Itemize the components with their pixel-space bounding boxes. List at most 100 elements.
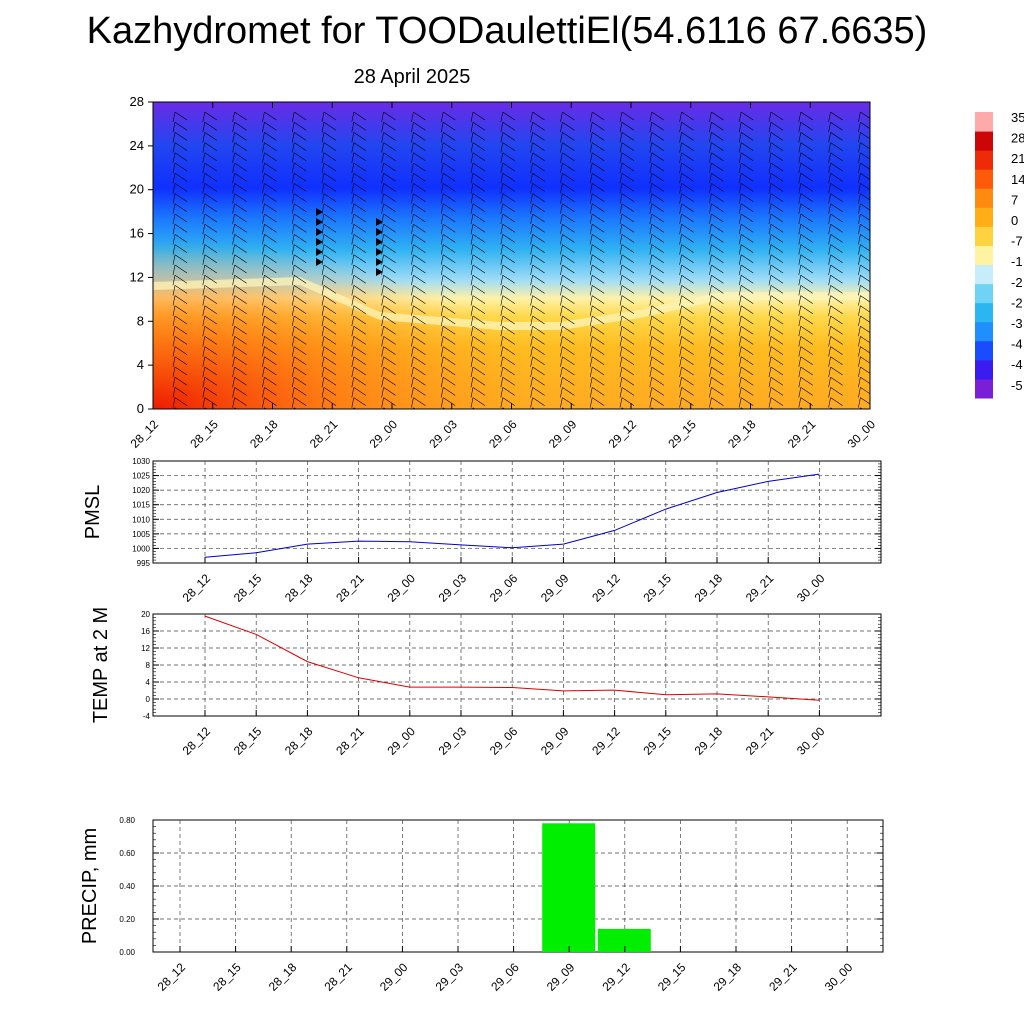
wind-barb-flag <box>858 142 861 153</box>
wind-barb <box>592 234 605 243</box>
wind-barb <box>741 274 754 284</box>
colorbar-cell <box>975 359 993 380</box>
wind-barb-flag <box>291 275 295 286</box>
wind-barb <box>770 203 784 213</box>
wind-barb-flag <box>530 305 533 316</box>
wind-barb-flag <box>381 295 384 306</box>
wind-barb-flag <box>560 387 563 398</box>
wind-barb-flag <box>798 336 802 347</box>
wind-barb-flag <box>589 254 593 265</box>
wind-barb <box>383 213 396 223</box>
wind-barb <box>681 152 694 162</box>
wind-barb <box>592 387 605 396</box>
wind-barb <box>353 193 366 202</box>
chart-subtitle: 28 April 2025 <box>353 66 471 88</box>
wind-barb <box>204 213 217 223</box>
wind-barb <box>770 254 784 264</box>
wind-barb-flag <box>679 275 682 286</box>
wind-barb <box>174 162 188 172</box>
wind-barb <box>294 213 307 223</box>
wind-barb-flag <box>589 387 593 398</box>
wind-barb <box>741 111 754 121</box>
wind-barb-flag <box>858 305 861 316</box>
colorbar-label: -5 <box>1011 378 1023 393</box>
wind-barb-flag <box>649 397 653 408</box>
wind-barb-flag <box>172 244 176 255</box>
wind-barb <box>741 325 754 335</box>
wind-barb-flag <box>172 193 176 204</box>
wind-barb <box>353 234 366 243</box>
wind-barb-flag <box>381 254 384 265</box>
wind-barb-flag <box>738 132 742 143</box>
pmsl-y-tick-label: 995 <box>137 559 151 568</box>
wind-barb <box>621 274 635 284</box>
wind-barb <box>711 121 724 131</box>
wind-barb <box>741 142 754 151</box>
wind-barb <box>264 111 277 121</box>
wind-barb <box>770 366 784 376</box>
wind-barb <box>711 132 724 141</box>
wind-barb-flag <box>262 305 265 316</box>
wind-barb <box>204 325 217 335</box>
wind-barb-flag <box>560 305 563 316</box>
colorbar-label: -4 <box>1011 337 1023 352</box>
wind-barb <box>800 213 813 223</box>
wind-barb-flag <box>679 397 682 408</box>
wind-barb <box>353 376 366 386</box>
wind-barb <box>741 295 754 304</box>
wind-barb <box>472 213 486 223</box>
wind-barb-flag <box>858 264 861 276</box>
wind-barb <box>532 193 545 202</box>
wind-barb-flag <box>291 356 295 367</box>
wind-barb-flag <box>768 152 772 163</box>
cs-y-tick-label: 0 <box>137 401 144 416</box>
wind-barb <box>264 121 277 131</box>
wind-barb-flag <box>411 275 414 286</box>
wind-barb-flag <box>649 275 653 286</box>
precip-x-tick-label: 29_18 <box>711 960 745 994</box>
wind-barb <box>532 142 545 151</box>
wind-barb <box>651 244 664 253</box>
wind-barb-flag <box>381 377 384 388</box>
wind-barb-flag <box>679 234 682 245</box>
wind-barb <box>383 274 396 284</box>
wind-barb <box>592 366 605 376</box>
wind-barb <box>651 162 664 172</box>
wind-barb <box>353 172 366 182</box>
wind-barb <box>711 336 724 345</box>
wind-barb-flag <box>589 111 593 123</box>
wind-barb-flag <box>828 173 831 184</box>
wind-barb-flag <box>679 203 682 214</box>
wind-barb <box>681 376 694 386</box>
wind-barb-flag <box>440 111 444 123</box>
cs-x-tick-label: 28_18 <box>247 417 281 451</box>
wind-barb-flag <box>798 213 802 225</box>
wind-barb <box>770 223 784 233</box>
wind-barb <box>532 264 545 274</box>
wind-barb-flag <box>858 315 861 327</box>
wind-barb-flag <box>649 356 653 367</box>
wind-barb <box>532 213 545 223</box>
wind-barb <box>592 356 605 366</box>
wind-barb-flag <box>709 397 712 408</box>
wind-barb <box>413 315 426 325</box>
wind-barb <box>234 264 247 274</box>
wind-barb-flag <box>560 397 563 408</box>
wind-barb <box>353 132 366 141</box>
wind-pennant <box>376 228 383 236</box>
wind-pennant <box>316 258 323 266</box>
wind-barb-flag <box>172 366 176 378</box>
wind-barb-flag <box>202 356 206 367</box>
wind-barb <box>711 234 724 243</box>
wind-barb <box>174 366 188 376</box>
wind-barb <box>323 346 337 355</box>
wind-barb <box>323 295 337 304</box>
wind-barb-flag <box>530 387 533 398</box>
wind-barb-flag <box>411 315 414 327</box>
wind-barb-flag <box>649 377 653 388</box>
wind-barb-flag <box>262 244 265 255</box>
wind-barb <box>592 346 605 355</box>
wind-barb-flag <box>768 336 772 347</box>
